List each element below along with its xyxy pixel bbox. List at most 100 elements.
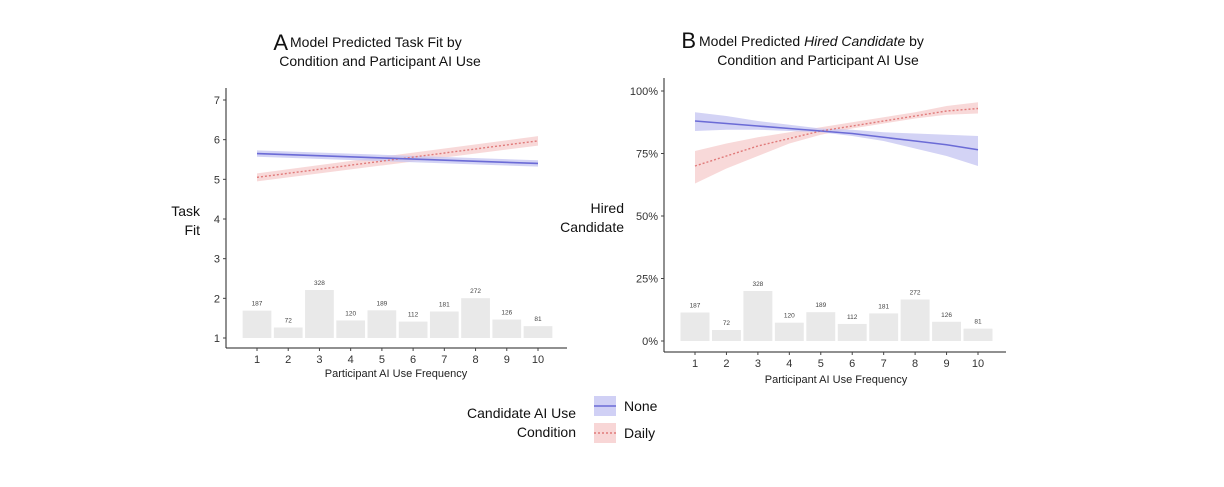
panel-a-y-tick-label: 3 — [214, 254, 220, 266]
panel-a-hist-count-label: 189 — [376, 300, 387, 307]
panel-a-hist-count-label: 126 — [501, 310, 512, 317]
panel-b-x-tick-label: 3 — [755, 358, 761, 370]
panel-b-title-suffix: by — [905, 33, 924, 49]
panel-a-xlabel: Participant AI Use Frequency — [325, 368, 468, 380]
panel-a-hist-count-label: 81 — [534, 316, 542, 323]
panel-b-hist-bar — [932, 321, 962, 341]
legend-label-none: None — [624, 398, 658, 414]
panel-b-hist-bar — [774, 322, 804, 341]
panel-a-hist-bar — [429, 311, 459, 338]
legend-title-line1: Candidate AI Use — [467, 405, 576, 421]
panel-a-ylabel-line2: Fit — [184, 222, 200, 238]
panel-a-x-tick-label: 1 — [254, 354, 260, 366]
panel-b-x-tick-label: 2 — [723, 358, 729, 370]
panel-b-title-prefix: Model Predicted — [699, 33, 804, 49]
panel-b-hist-bar — [711, 330, 741, 341]
panel-b-hist-count-label: 112 — [847, 314, 858, 321]
panel-b-hist-count-label: 187 — [690, 302, 701, 309]
panel-b-x-tick-label: 6 — [849, 358, 855, 370]
panel-a-y-tick-label: 6 — [214, 135, 220, 147]
panel-b-y-tick-label: 100% — [630, 86, 658, 98]
panel-b-x-tick-label: 1 — [692, 358, 698, 370]
panel-b-line-none — [694, 120, 979, 151]
panel-a-hist-bar — [523, 326, 553, 338]
panel-a-hist-bar — [367, 310, 397, 338]
panel-a-hist-bar — [273, 327, 303, 338]
panel-b-y-tick-label: 50% — [636, 211, 658, 223]
panel-a-x-tick-label: 4 — [348, 354, 354, 366]
panel-b-title-italic: Hired Candidate — [804, 33, 905, 49]
panel-b: B Model Predicted Hired Candidate by Con… — [560, 28, 1006, 386]
panel-b-plot: 0% 25% 50% 75% 100% 1 2 3 4 5 6 7 8 9 10 187 72 328 120 189… — [630, 78, 1006, 370]
panel-b-x-tick-label: 4 — [786, 358, 792, 370]
panel-a-hist-count-label: 181 — [439, 302, 450, 309]
panel-a-hist-count-label: 328 — [314, 280, 325, 287]
panel-a-x-tick-label: 10 — [532, 354, 544, 366]
panel-b-hist-count-label: 126 — [941, 312, 952, 319]
panel-a-y-tick-label: 2 — [214, 293, 220, 305]
panel-b-y-tick-label: 75% — [636, 149, 658, 161]
panel-b-y-tick-label: 0% — [642, 336, 658, 348]
panel-b-y-tick-label: 25% — [636, 274, 658, 286]
panel-a-hist-count-label: 112 — [408, 312, 419, 319]
panel-a: A Model Predicted Task Fit by Condition … — [171, 30, 567, 380]
panel-b-hist-bar — [963, 328, 993, 341]
panel-b-title-line1: Model Predicted Hired Candidate by — [699, 33, 924, 49]
panel-b-x-tick-label: 5 — [818, 358, 824, 370]
panel-b-x-tick-label: 9 — [943, 358, 949, 370]
panel-b-line-daily — [694, 107, 979, 167]
panel-b-ylabel-line2: Candidate — [560, 219, 624, 235]
panel-b-x-tick-label: 7 — [881, 358, 887, 370]
panel-b-hist-count-label: 81 — [974, 319, 982, 326]
panel-a-x-tick-label: 5 — [379, 354, 385, 366]
panel-a-x-tick-label: 9 — [504, 354, 510, 366]
panel-a-hist-bar — [242, 310, 272, 338]
panel-b-hist-count-label: 181 — [878, 303, 889, 310]
panel-b-hist-bar — [743, 291, 773, 341]
panel-b-hist-bar — [869, 313, 899, 341]
panel-a-hist-bar — [305, 290, 334, 338]
panel-b-hist-count-label: 272 — [910, 290, 921, 297]
panel-a-hist-bar — [398, 321, 428, 338]
panel-b-hist-bar — [806, 312, 836, 341]
legend-label-daily: Daily — [624, 425, 655, 441]
panel-a-x-tick-label: 8 — [472, 354, 478, 366]
panel-b-hist-bar — [837, 323, 867, 341]
panel-b-hist-count-label: 189 — [815, 302, 826, 309]
panel-a-title: A Model Predicted Task Fit by Condition … — [273, 30, 481, 69]
panel-a-hist-bar — [492, 319, 522, 338]
panel-a-y-tick-label: 7 — [214, 95, 220, 107]
panel-a-x-tick-label: 3 — [316, 354, 322, 366]
panel-a-ylabel-line1: Task — [171, 203, 201, 219]
panel-b-x-tick-label: 8 — [912, 358, 918, 370]
panel-a-x-tick-label: 7 — [441, 354, 447, 366]
panel-a-y-tick-label: 4 — [214, 214, 220, 226]
legend: Candidate AI Use Condition None Daily — [467, 396, 658, 443]
panel-b-x-tick-label: 10 — [972, 358, 984, 370]
panel-b-ribbon-none — [695, 112, 978, 166]
panel-a-y-tick-label: 5 — [214, 174, 220, 186]
panel-b-title-line2: Condition and Participant AI Use — [717, 52, 919, 68]
panel-a-hist-bar — [336, 320, 366, 338]
panel-b-hist-bar — [680, 312, 710, 341]
panel-b-xlabel: Participant AI Use Frequency — [765, 374, 908, 386]
panel-b-hist-count-label: 120 — [784, 313, 795, 320]
panel-a-title-line2: Condition and Participant AI Use — [279, 53, 481, 69]
panel-a-x-tick-label: 2 — [285, 354, 291, 366]
panel-b-hist-bar — [900, 299, 930, 341]
panel-a-y-tick-label: 1 — [214, 333, 220, 345]
panel-a-plot: 1 2 3 4 5 6 7 1 2 3 4 5 6 7 8 9 10 187 72 328 120 189 112 181 27… — [214, 88, 567, 366]
panel-a-hist-count-label: 187 — [252, 301, 263, 308]
panel-a-letter: A — [273, 30, 288, 55]
panel-a-hist-count-label: 272 — [470, 288, 481, 295]
legend-title-line2: Condition — [517, 424, 576, 440]
panel-b-hist-count-label: 72 — [723, 320, 731, 327]
panel-a-x-tick-label: 6 — [410, 354, 416, 366]
panel-b-letter: B — [681, 28, 696, 53]
legend-swatch-daily — [594, 423, 616, 443]
legend-items: None Daily — [594, 396, 658, 443]
panel-b-ylabel-line1: Hired — [591, 200, 624, 216]
panel-a-hist-count-label: 72 — [285, 317, 293, 324]
